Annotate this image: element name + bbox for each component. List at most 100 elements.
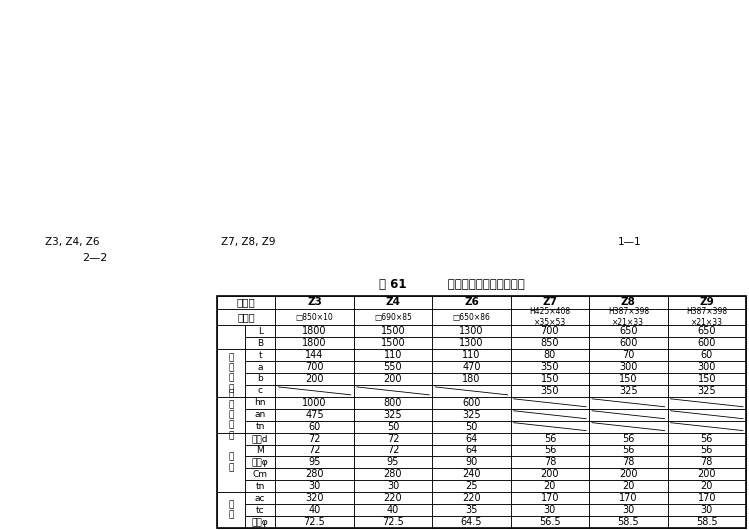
Text: 1800: 1800 [303, 326, 327, 336]
Bar [245, 456, 276, 469]
Bar [511, 409, 589, 421]
Bar [276, 469, 354, 480]
Text: 650: 650 [697, 326, 716, 336]
Text: 筋径d: 筋径d [252, 434, 268, 443]
Text: 1—1: 1—1 [618, 237, 642, 247]
Bar [511, 516, 589, 528]
Text: 40: 40 [387, 505, 399, 515]
Text: 50: 50 [386, 422, 399, 431]
Bar [245, 397, 276, 409]
Text: 30: 30 [544, 505, 556, 515]
Bar [432, 469, 511, 480]
Bar [245, 361, 276, 373]
Text: 1000: 1000 [303, 398, 327, 408]
Text: 240: 240 [462, 470, 481, 479]
Text: 58.5: 58.5 [617, 517, 639, 527]
Text: □850×10: □850×10 [296, 313, 333, 322]
Text: 200: 200 [383, 374, 402, 384]
Text: 325: 325 [619, 386, 637, 396]
Text: 1500: 1500 [380, 338, 405, 348]
Bar [432, 337, 511, 349]
Text: 78: 78 [622, 457, 634, 467]
Text: 1800: 1800 [303, 338, 327, 348]
Text: 底
板
尺
寸: 底 板 尺 寸 [228, 353, 234, 393]
Text: 78: 78 [700, 457, 713, 467]
Bar [245, 469, 276, 480]
Text: 1300: 1300 [459, 326, 484, 336]
Text: 56.5: 56.5 [539, 517, 561, 527]
Bar [667, 432, 746, 445]
Bar [245, 325, 276, 337]
Bar [354, 445, 432, 456]
Bar [432, 516, 511, 528]
Text: 锚
栓: 锚 栓 [228, 453, 234, 472]
Text: 170: 170 [619, 493, 637, 503]
Bar [432, 456, 511, 469]
Text: 280: 280 [383, 470, 402, 479]
Bar [217, 492, 245, 528]
Text: 25: 25 [465, 481, 478, 491]
Text: 325: 325 [383, 410, 402, 420]
Bar [217, 349, 245, 397]
Bar [276, 373, 354, 385]
Bar [432, 480, 511, 492]
Bar [276, 445, 354, 456]
Text: 30: 30 [700, 505, 713, 515]
Text: H425×408
×35×53: H425×408 ×35×53 [530, 307, 571, 327]
Bar [589, 480, 667, 492]
Bar [432, 409, 511, 421]
Bar [432, 421, 511, 432]
Bar [667, 309, 746, 325]
Text: 64.5: 64.5 [461, 517, 482, 527]
Bar [245, 504, 276, 516]
Bar [217, 296, 746, 528]
Text: t: t [258, 351, 262, 360]
Bar [511, 456, 589, 469]
Bar [511, 504, 589, 516]
Text: Z6: Z6 [464, 297, 479, 307]
Text: 72: 72 [309, 434, 321, 444]
Bar [511, 325, 589, 337]
Text: Z9: Z9 [700, 297, 714, 307]
Bar [432, 325, 511, 337]
Bar [589, 469, 667, 480]
Bar [245, 445, 276, 456]
Bar [245, 516, 276, 528]
Bar [511, 349, 589, 361]
Text: 90: 90 [465, 457, 478, 467]
Bar [245, 492, 276, 504]
Text: 72.5: 72.5 [303, 517, 325, 527]
Text: 50: 50 [465, 422, 478, 431]
Bar [354, 492, 432, 504]
Bar [511, 480, 589, 492]
Bar [667, 373, 746, 385]
Text: an: an [255, 410, 266, 419]
Bar [589, 492, 667, 504]
Text: tc: tc [256, 506, 264, 515]
Bar [667, 337, 746, 349]
Bar [276, 385, 354, 397]
Text: 56: 56 [544, 446, 556, 455]
Text: 2—2: 2—2 [82, 253, 108, 263]
Text: 95: 95 [309, 457, 321, 467]
Bar [511, 432, 589, 445]
Text: 144: 144 [306, 350, 324, 360]
Bar [667, 516, 746, 528]
Bar [667, 397, 746, 409]
Bar [589, 349, 667, 361]
Bar [589, 296, 667, 309]
Text: 58.5: 58.5 [696, 517, 718, 527]
Text: Cm: Cm [252, 470, 267, 479]
Bar [354, 361, 432, 373]
Bar [589, 421, 667, 432]
Text: □650×86: □650×86 [452, 313, 491, 322]
Text: 20: 20 [700, 481, 713, 491]
Bar [276, 480, 354, 492]
Bar [217, 296, 276, 309]
Text: 70: 70 [622, 350, 634, 360]
Bar [667, 385, 746, 397]
Bar [667, 296, 746, 309]
Bar [589, 397, 667, 409]
Bar [432, 349, 511, 361]
Text: 200: 200 [306, 374, 324, 384]
